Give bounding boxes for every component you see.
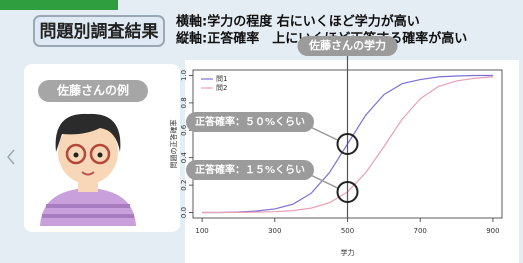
x-tick-label: 700 xyxy=(414,227,427,235)
y-axis-label: 問題の正答確率 xyxy=(169,120,178,169)
x-tick-label: 900 xyxy=(486,227,499,235)
title: 問題別調査結果 xyxy=(40,21,159,42)
y-tick-label: 0.6 xyxy=(180,124,188,136)
y-tick-label: 0.0 xyxy=(180,207,188,218)
x-tick-label: 500 xyxy=(341,227,354,235)
avatar-eye xyxy=(98,153,103,158)
y-tick-label: 0.4 xyxy=(180,152,188,164)
avatar-eye xyxy=(74,153,79,158)
legend-label: 問2 xyxy=(216,84,227,92)
x-tick-label: 300 xyxy=(268,227,281,235)
y-tick-label: 0.8 xyxy=(180,97,188,108)
example-label: 佐藤さんの例 xyxy=(56,83,129,98)
section-badge xyxy=(0,0,118,10)
y-tick-label: 1.0 xyxy=(180,70,188,81)
annotation: 佐藤さんの学力 xyxy=(308,38,386,52)
page: {"title": "問題別調査結果", "description": ["横軸… xyxy=(0,0,523,263)
y-tick-label: 0.2 xyxy=(180,180,188,191)
annotation: 正答確率：５０%くらい xyxy=(195,115,305,128)
annotation: 正答確率：１５%くらい xyxy=(195,163,305,176)
slide: 問題別調査結果 横軸:学力の程度 右にいくほど学力が高い 縦軸:正答確率 上にい… xyxy=(0,0,523,263)
legend-label: 問1 xyxy=(216,75,227,83)
description: 横軸:学力の程度 右にいくほど学力が高い xyxy=(176,14,420,30)
x-tick-label: 100 xyxy=(195,227,208,235)
x-axis-label: 学力 xyxy=(341,248,355,257)
